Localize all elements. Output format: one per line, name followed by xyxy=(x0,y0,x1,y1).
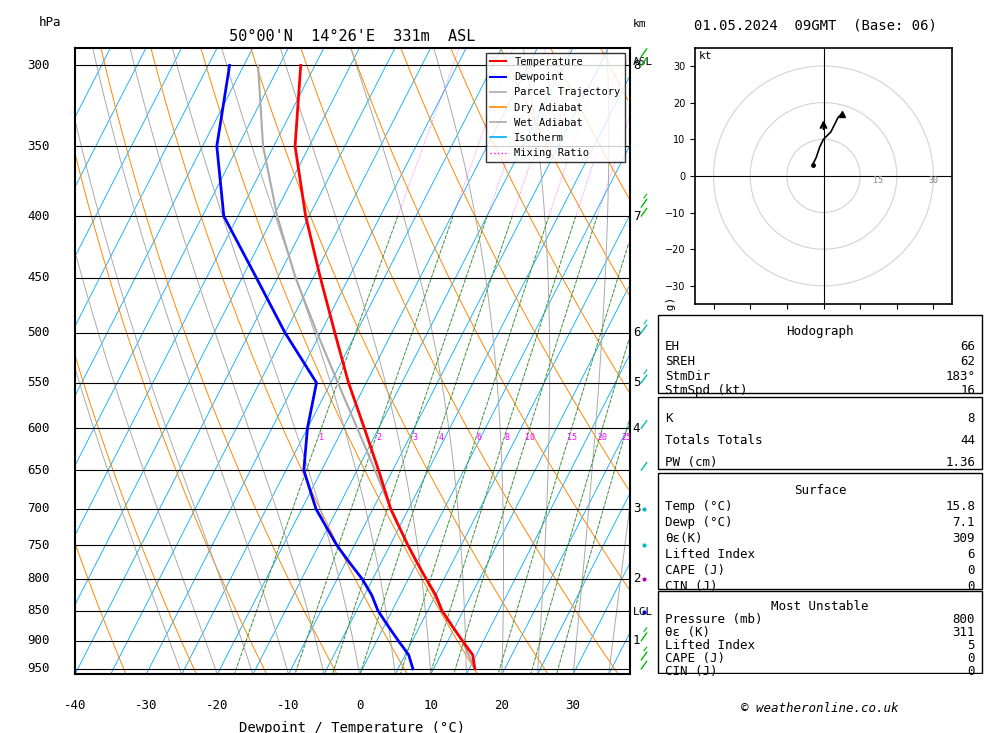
Text: 16: 16 xyxy=(960,384,975,397)
Text: 6: 6 xyxy=(633,326,640,339)
Text: 4: 4 xyxy=(633,421,640,435)
Text: 15.8: 15.8 xyxy=(945,500,975,513)
Text: 2: 2 xyxy=(376,433,381,442)
Text: θε (K): θε (K) xyxy=(665,626,710,639)
Text: 62: 62 xyxy=(960,355,975,368)
Text: 650: 650 xyxy=(28,464,50,476)
Text: Pressure (mb): Pressure (mb) xyxy=(665,613,762,626)
Text: 8: 8 xyxy=(968,412,975,425)
Bar xyxy=(658,315,982,393)
Text: kt: kt xyxy=(699,51,712,62)
Text: 25: 25 xyxy=(622,433,632,442)
Text: 950: 950 xyxy=(28,663,50,675)
Text: -20: -20 xyxy=(206,699,229,712)
Text: 0: 0 xyxy=(968,564,975,577)
Text: K: K xyxy=(665,412,672,425)
Text: 550: 550 xyxy=(28,376,50,389)
Text: 01.05.2024  09GMT  (Base: 06): 01.05.2024 09GMT (Base: 06) xyxy=(694,18,936,32)
Text: Mixing Ratio (g/kg): Mixing Ratio (g/kg) xyxy=(666,297,676,425)
Text: 350: 350 xyxy=(28,139,50,152)
Text: Lifted Index: Lifted Index xyxy=(665,639,755,652)
Text: 6: 6 xyxy=(968,548,975,561)
Text: km: km xyxy=(633,19,646,29)
Bar xyxy=(658,397,982,469)
Text: 7.1: 7.1 xyxy=(953,516,975,529)
Text: 1: 1 xyxy=(319,433,324,442)
Text: 5: 5 xyxy=(968,639,975,652)
Text: CIN (J): CIN (J) xyxy=(665,665,717,678)
Text: 800: 800 xyxy=(28,572,50,586)
Text: 400: 400 xyxy=(28,210,50,223)
Text: Dewpoint / Temperature (°C): Dewpoint / Temperature (°C) xyxy=(239,721,466,733)
Text: 1.36: 1.36 xyxy=(945,456,975,469)
Text: 20: 20 xyxy=(494,699,509,712)
Bar xyxy=(658,591,982,673)
Text: CIN (J): CIN (J) xyxy=(665,580,717,592)
Text: -10: -10 xyxy=(277,699,300,712)
Title: 50°00'N  14°26'E  331m  ASL: 50°00'N 14°26'E 331m ASL xyxy=(229,29,476,44)
Text: CAPE (J): CAPE (J) xyxy=(665,564,725,577)
Text: Surface: Surface xyxy=(794,484,846,497)
Text: EH: EH xyxy=(665,340,680,353)
Text: 4: 4 xyxy=(438,433,443,442)
Text: LCL: LCL xyxy=(633,607,653,617)
Text: -40: -40 xyxy=(64,699,86,712)
Text: 20: 20 xyxy=(597,433,607,442)
Text: 15: 15 xyxy=(567,433,577,442)
Text: 311: 311 xyxy=(953,626,975,639)
Text: 3: 3 xyxy=(412,433,417,442)
Text: CAPE (J): CAPE (J) xyxy=(665,652,725,665)
Text: 800: 800 xyxy=(953,613,975,626)
Text: 300: 300 xyxy=(28,59,50,72)
Text: 0: 0 xyxy=(968,652,975,665)
Text: 0: 0 xyxy=(968,580,975,592)
Text: 2: 2 xyxy=(633,572,640,586)
Text: 183°: 183° xyxy=(945,369,975,383)
Text: 66: 66 xyxy=(960,340,975,353)
Text: 0: 0 xyxy=(968,665,975,678)
Text: 1: 1 xyxy=(633,634,640,647)
Text: 700: 700 xyxy=(28,503,50,515)
Text: 6: 6 xyxy=(477,433,482,442)
Text: 500: 500 xyxy=(28,326,50,339)
Text: 44: 44 xyxy=(960,434,975,447)
Text: Dewp (°C): Dewp (°C) xyxy=(665,516,732,529)
Text: hPa: hPa xyxy=(39,16,61,29)
Text: 450: 450 xyxy=(28,271,50,284)
Text: Lifted Index: Lifted Index xyxy=(665,548,755,561)
Text: StmDir: StmDir xyxy=(665,369,710,383)
Text: Temp (°C): Temp (°C) xyxy=(665,500,732,513)
Text: θε(K): θε(K) xyxy=(665,532,702,545)
Text: 30: 30 xyxy=(928,176,938,185)
Text: 8: 8 xyxy=(505,433,510,442)
Text: SREH: SREH xyxy=(665,355,695,368)
Bar xyxy=(658,473,982,589)
Text: 850: 850 xyxy=(28,604,50,617)
Text: 7: 7 xyxy=(633,210,640,223)
Text: 309: 309 xyxy=(953,532,975,545)
Text: PW (cm): PW (cm) xyxy=(665,456,717,469)
Text: 0: 0 xyxy=(356,699,363,712)
Text: 600: 600 xyxy=(28,421,50,435)
Text: StmSpd (kt): StmSpd (kt) xyxy=(665,384,747,397)
Text: © weatheronline.co.uk: © weatheronline.co.uk xyxy=(741,701,899,715)
Text: 750: 750 xyxy=(28,539,50,552)
Text: -30: -30 xyxy=(135,699,157,712)
Legend: Temperature, Dewpoint, Parcel Trajectory, Dry Adiabat, Wet Adiabat, Isotherm, Mi: Temperature, Dewpoint, Parcel Trajectory… xyxy=(486,53,625,163)
Text: 15: 15 xyxy=(873,176,883,185)
Text: 10: 10 xyxy=(525,433,535,442)
Text: 10: 10 xyxy=(423,699,438,712)
Text: 900: 900 xyxy=(28,634,50,647)
Text: 30: 30 xyxy=(566,699,581,712)
Text: Totals Totals: Totals Totals xyxy=(665,434,762,447)
Text: Hodograph: Hodograph xyxy=(786,325,854,339)
Text: 8: 8 xyxy=(633,59,640,72)
Text: 5: 5 xyxy=(633,376,640,389)
Text: Most Unstable: Most Unstable xyxy=(771,600,869,613)
Text: ASL: ASL xyxy=(633,57,653,67)
Text: 3: 3 xyxy=(633,503,640,515)
